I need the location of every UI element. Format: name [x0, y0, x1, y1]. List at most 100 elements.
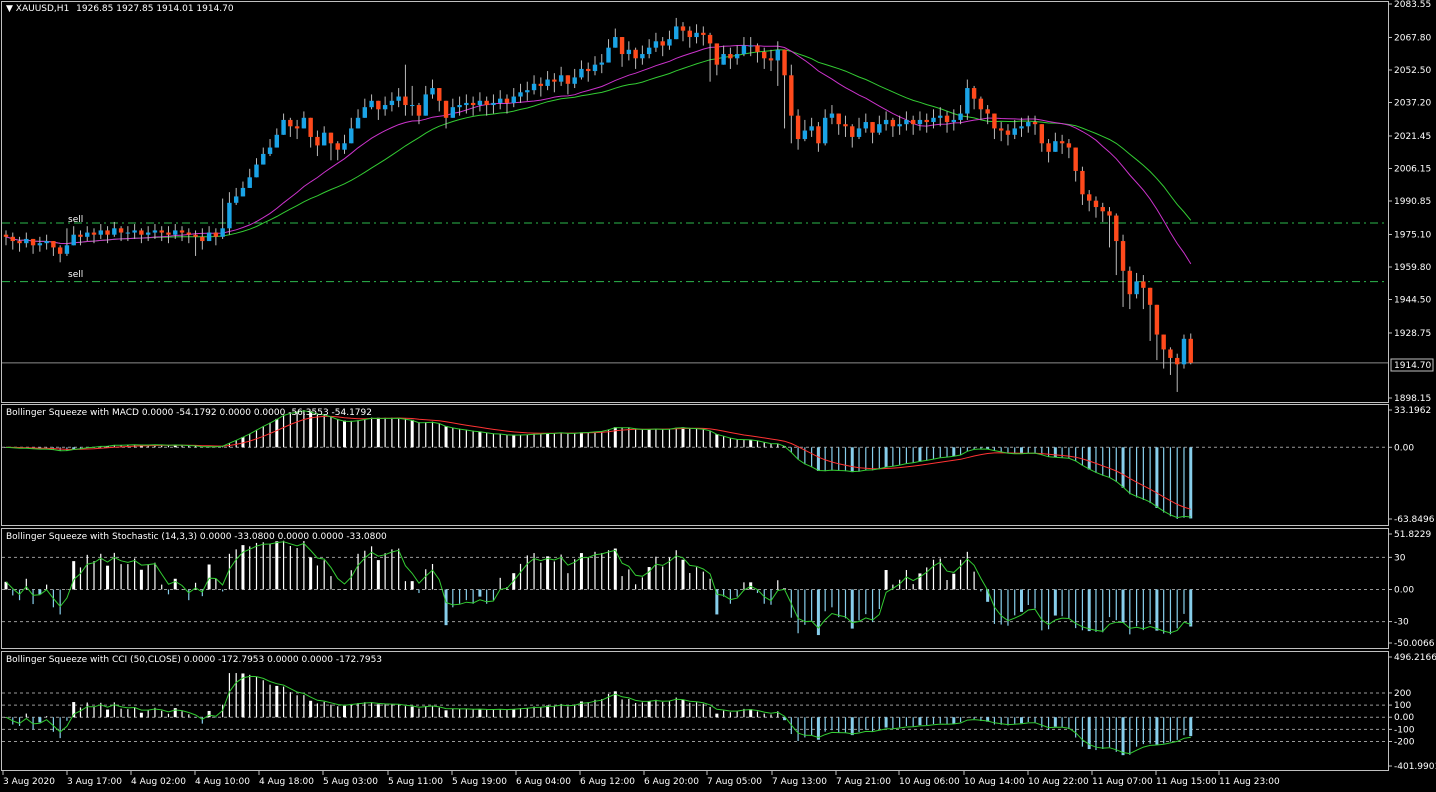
- macd-bar: [1129, 447, 1131, 495]
- macd-bar: [154, 444, 156, 448]
- stochastic-bar: [32, 589, 34, 605]
- stochastic-bar: [418, 589, 420, 594]
- stochastic-line: [5, 541, 1191, 634]
- stochastic-bar: [594, 551, 596, 590]
- stochastic-bar: [816, 589, 820, 636]
- cci-bar: [72, 702, 76, 718]
- candle-body: [227, 202, 232, 229]
- cci-bar: [871, 717, 874, 732]
- cci-bar: [601, 699, 603, 718]
- macd-bar: [1007, 447, 1009, 454]
- stochastic-bar: [689, 573, 691, 590]
- candle-body: [396, 96, 401, 101]
- candle-body: [335, 143, 340, 150]
- cci-title: Bollinger Squeeze with CCI (50,CLOSE) 0.…: [6, 655, 383, 665]
- cci-bar: [404, 706, 407, 718]
- stochastic-bar: [147, 564, 149, 590]
- candle-body: [633, 49, 638, 59]
- main-y-tick-label: 1928.75: [1394, 329, 1431, 339]
- macd-bar: [181, 445, 183, 448]
- stochastic-bar: [269, 543, 271, 590]
- x-tick-label: 4 Aug 10:00: [195, 777, 250, 787]
- candle-body: [1019, 126, 1024, 129]
- stochastic-bar: [296, 548, 298, 590]
- cci-bar: [46, 716, 48, 718]
- candle-body: [10, 236, 15, 242]
- macd-bar: [905, 447, 908, 464]
- cci-bar: [161, 710, 163, 718]
- candle-body: [877, 124, 882, 133]
- stochastic-bar: [939, 558, 941, 590]
- candle-body: [741, 45, 747, 55]
- stochastic-bar: [167, 589, 170, 595]
- stochastic-bar: [391, 549, 393, 590]
- candle-body: [112, 228, 117, 235]
- cci-bar: [946, 717, 948, 725]
- candle-body: [531, 83, 537, 91]
- stochastic-bar: [756, 589, 759, 594]
- macd-bar: [452, 427, 454, 448]
- cci-bar: [865, 717, 867, 730]
- macd-bar: [587, 432, 589, 448]
- candle-body: [1154, 304, 1160, 335]
- stochastic-bar: [120, 564, 122, 590]
- candle-body: [687, 30, 692, 38]
- macd-bar: [161, 444, 163, 448]
- stochastic-bar: [154, 562, 156, 590]
- macd-pane[interactable]: [1, 404, 1389, 526]
- candle-body: [1161, 334, 1166, 350]
- cci-bar: [1047, 717, 1050, 731]
- candle-body: [44, 241, 49, 244]
- stochastic-bar: [384, 553, 386, 590]
- stochastic-bar: [871, 589, 874, 623]
- macd-bar: [167, 445, 170, 448]
- candle-body: [1168, 349, 1173, 358]
- stochastic-bar: [79, 567, 82, 590]
- candle-body: [98, 230, 103, 235]
- candle-body: [626, 49, 632, 55]
- candle-body: [166, 232, 171, 235]
- cci-bar: [1163, 717, 1165, 744]
- stochastic-bar: [255, 542, 258, 590]
- candle-body: [1114, 215, 1119, 242]
- dropdown-triangle-icon[interactable]: ▼: [6, 4, 13, 14]
- cci-bar: [79, 707, 82, 718]
- macd-bar: [702, 428, 704, 448]
- stochastic-bar: [275, 541, 279, 590]
- stochastic-bar: [1075, 589, 1077, 629]
- stochastic-bar: [343, 589, 346, 590]
- candle-body: [1120, 241, 1126, 271]
- candle-body: [971, 88, 977, 99]
- candle-body: [802, 130, 808, 140]
- macd-bar: [410, 419, 414, 448]
- macd-bar: [668, 428, 671, 448]
- macd-bar: [357, 420, 359, 448]
- macd-bar: [79, 447, 82, 449]
- stochastic-bar: [72, 561, 76, 590]
- stochastic-bar: [540, 562, 542, 590]
- macd-bar: [472, 430, 474, 448]
- stochastic-bar: [966, 551, 968, 590]
- cci-bar: [709, 706, 711, 718]
- main-pane[interactable]: [1, 1, 1389, 403]
- cci-bar: [262, 680, 264, 718]
- macd-bar: [1135, 447, 1138, 498]
- macd-bar: [282, 414, 285, 448]
- stochastic-bar: [458, 589, 461, 604]
- macd-bar: [465, 429, 467, 448]
- cci-bar: [579, 701, 583, 718]
- sell-label-upper: sell: [68, 215, 83, 225]
- cci-bar: [167, 713, 170, 718]
- macd-bar: [1163, 447, 1165, 513]
- candle-body: [105, 230, 110, 235]
- candle-body: [376, 100, 381, 110]
- candle-body: [30, 238, 36, 246]
- cci-bar: [1075, 717, 1077, 738]
- candle-body: [491, 102, 496, 106]
- cci-bar: [444, 710, 448, 718]
- candle-body: [498, 98, 503, 103]
- cci-bar: [641, 702, 643, 718]
- cci-bar: [255, 676, 258, 718]
- cci-pane[interactable]: [1, 651, 1389, 771]
